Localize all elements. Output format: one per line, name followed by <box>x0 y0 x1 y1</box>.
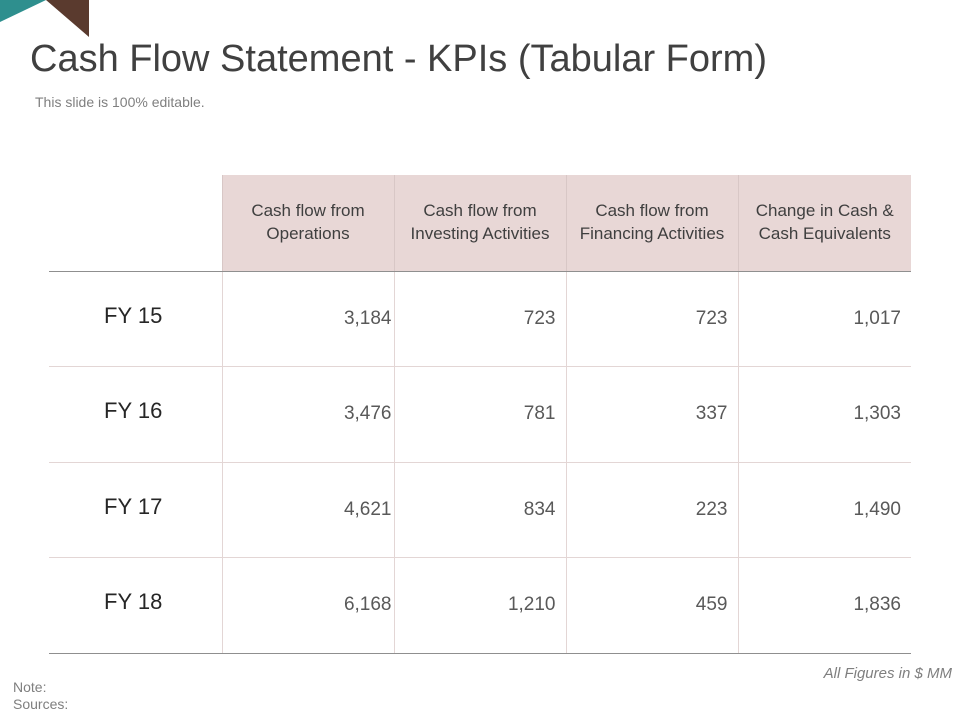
table-cell: 4,621 <box>221 462 394 558</box>
table-cell: 459 <box>565 557 738 654</box>
column-header-change-in-cash: Change in Cash & Cash Equivalents <box>737 175 911 272</box>
column-header-operations: Cash flow from Operations <box>221 175 394 272</box>
column-header-investing: Cash flow from Investing Activities <box>393 175 566 272</box>
row-year-label: FY 18 <box>49 557 222 654</box>
note-label: Note: <box>13 679 47 695</box>
table-cell: 337 <box>565 366 738 463</box>
table-header-corner <box>49 175 222 272</box>
table-row: FY 18 6,168 1,210 459 1,836 <box>49 557 911 654</box>
units-note: All Figures in $ MM <box>823 665 952 682</box>
table-row: FY 15 3,184 723 723 1,017 <box>49 271 911 367</box>
page-title: Cash Flow Statement - KPIs (Tabular Form… <box>30 38 767 80</box>
table-cell: 781 <box>393 366 566 463</box>
table-cell: 6,168 <box>221 557 394 654</box>
page-subtitle: This slide is 100% editable. <box>35 94 205 110</box>
sources-label: Sources: <box>13 696 69 712</box>
table-cell: 1,836 <box>737 557 911 654</box>
table-row: FY 17 4,621 834 223 1,490 <box>49 462 911 558</box>
row-year-label: FY 15 <box>49 271 222 367</box>
column-header-financing: Cash flow from Financing Activities <box>565 175 738 272</box>
table-row: FY 16 3,476 781 337 1,303 <box>49 366 911 463</box>
table-cell: 723 <box>565 271 738 367</box>
table-cell: 1,490 <box>737 462 911 558</box>
table-header-row: Cash flow from Operations Cash flow from… <box>49 175 911 272</box>
table-cell: 3,476 <box>221 366 394 463</box>
table-cell: 723 <box>393 271 566 367</box>
table-cell: 834 <box>393 462 566 558</box>
table-cell: 1,303 <box>737 366 911 463</box>
row-year-label: FY 17 <box>49 462 222 558</box>
table-cell: 223 <box>565 462 738 558</box>
table-cell: 1,017 <box>737 271 911 367</box>
row-year-label: FY 16 <box>49 366 222 463</box>
table-cell: 1,210 <box>393 557 566 654</box>
corner-decoration-icon <box>0 0 89 37</box>
table-cell: 3,184 <box>221 271 394 367</box>
kpi-table: Cash flow from Operations Cash flow from… <box>49 175 911 654</box>
